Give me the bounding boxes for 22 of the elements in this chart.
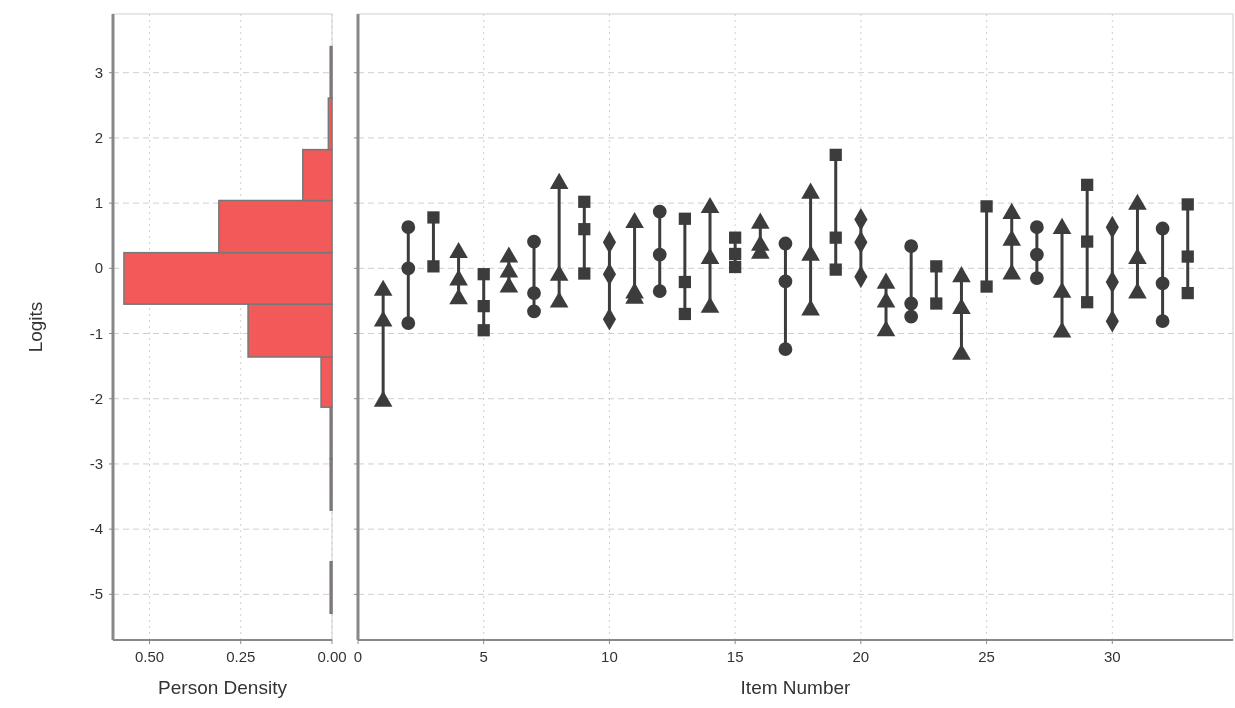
y-tick-label: -3: [89, 454, 103, 472]
y-tick-label: 2: [94, 128, 103, 146]
x-axis-title: Item Number: [740, 677, 852, 698]
y-tick-label: -5: [89, 585, 103, 603]
y-tick-label: 0: [94, 259, 103, 277]
x-tick-label: 30: [1103, 648, 1121, 665]
x-tick-label: 0.25: [226, 648, 256, 665]
x-tick-label: 5: [479, 648, 488, 665]
y-tick-label: 3: [94, 63, 103, 81]
x-tick-label: 15: [726, 648, 744, 665]
y-tick-label: -4: [89, 520, 103, 538]
y-tick-label: -1: [89, 324, 103, 342]
x-tick-label: 0.50: [134, 648, 165, 665]
x-tick-label: 20: [852, 648, 870, 665]
x-axis-title: Person Density: [158, 677, 288, 698]
y-tick-label: 1: [94, 194, 103, 212]
y-tick-label: -2: [89, 389, 103, 407]
y-axis-title: Logits: [25, 301, 46, 353]
x-tick-label: 0: [353, 648, 363, 665]
x-tick-label: 0.00: [317, 648, 347, 665]
x-tick-label: 10: [601, 648, 618, 665]
x-tick-label: 25: [978, 648, 995, 665]
